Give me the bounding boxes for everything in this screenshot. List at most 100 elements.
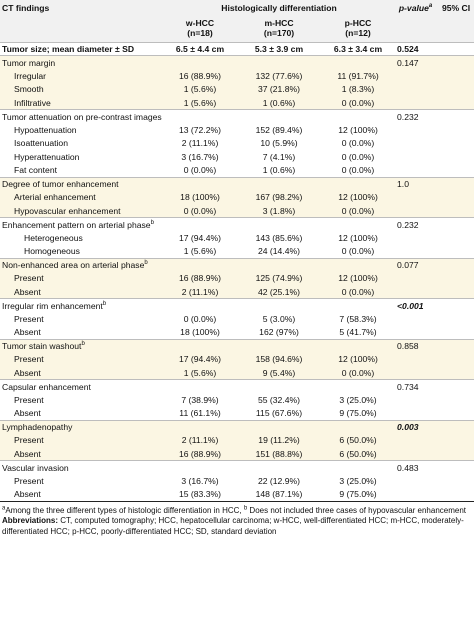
row-label: Homogeneous bbox=[24, 246, 80, 256]
cell-95-ci bbox=[438, 96, 474, 110]
cell-m-hcc bbox=[235, 176, 323, 191]
cell-w-hcc bbox=[165, 338, 235, 353]
cell-w-hcc: 2 (11.1%) bbox=[181, 435, 219, 446]
table-row: Present 16 (88.9%) 125 (74.9%) 12 (100%) bbox=[0, 271, 474, 286]
table-row: Non-enhanced area on arterial phaseb 0.07… bbox=[0, 257, 474, 272]
row-label: Vascular invasion bbox=[0, 460, 165, 474]
cell-w-hcc bbox=[165, 460, 235, 474]
cell-p-hcc bbox=[323, 298, 394, 312]
table-row: Enhancement pattern on arterial phaseb 0.… bbox=[0, 217, 474, 231]
table-row: Infiltrative 1 (5.6%) 1 (0.6%) 0 (0.0%) bbox=[0, 96, 474, 110]
cell-95-ci bbox=[438, 434, 474, 448]
cell-m-hcc: 148 (87.1%) bbox=[235, 487, 323, 502]
row-label: Present bbox=[14, 475, 44, 486]
row-label: Arterial enhancement bbox=[14, 192, 96, 203]
cell-p-value bbox=[393, 191, 438, 205]
cell-95-ci bbox=[438, 137, 474, 151]
table-row: Present 0 (0.0%) 5 (3.0%) 7 (58.3%) bbox=[0, 312, 474, 326]
cell-p-value: 0.232 bbox=[393, 109, 439, 123]
cell-m-hcc: 19 (11.2%) bbox=[258, 435, 300, 446]
cell-95-ci bbox=[438, 487, 474, 502]
cell-w-hcc: 1 (5.6%) bbox=[183, 367, 217, 378]
cell-w-hcc: 1 (5.6%) bbox=[183, 97, 217, 108]
cell-m-hcc: 9 (5.4%) bbox=[262, 367, 296, 378]
cell-w-hcc: 17 (94.4%) bbox=[178, 232, 222, 243]
cell-p-value: 0.077 bbox=[393, 257, 439, 272]
row-label: Fat content bbox=[14, 165, 57, 175]
table-row: Vascular invasion 0.483 bbox=[0, 460, 474, 474]
cell-w-hcc: 16 (88.9%) bbox=[178, 70, 222, 81]
cell-p-value bbox=[393, 487, 439, 502]
cell-w-hcc bbox=[165, 55, 235, 69]
cell-p-value bbox=[393, 474, 438, 488]
cell-m-hcc: 152 (89.4%) bbox=[255, 124, 303, 135]
cell-95-ci bbox=[438, 150, 474, 164]
table-row: Present 2 (11.1%) 19 (11.2%) 6 (50.0%) bbox=[0, 433, 474, 448]
cell-m-hcc bbox=[235, 257, 323, 272]
cell-p-hcc: 6 (50.0%) bbox=[339, 435, 377, 446]
cell-w-hcc bbox=[165, 257, 235, 272]
cell-w-hcc: 18 (100%) bbox=[180, 327, 220, 337]
cell-95-ci bbox=[438, 191, 474, 205]
cell-95-ci bbox=[438, 257, 474, 272]
cell-p-hcc: 3 (25.0%) bbox=[339, 475, 377, 486]
cell-95-ci bbox=[438, 379, 474, 393]
cell-m-hcc: 7 (4.1%) bbox=[262, 151, 296, 162]
cell-p-hcc: 11 (91.7%) bbox=[337, 70, 379, 81]
cell-m-hcc bbox=[235, 55, 323, 69]
cell-p-value bbox=[393, 353, 438, 367]
cell-m-hcc bbox=[235, 379, 323, 393]
table-row: Irregular 16 (88.9%) 132 (77.6%) 11 (91.7%) bbox=[0, 69, 474, 83]
cell-p-value bbox=[393, 434, 438, 448]
cell-p-hcc: 0 (0.0%) bbox=[341, 165, 375, 175]
cell-95-ci bbox=[438, 460, 474, 474]
cell-p-hcc: 3 (25.0%) bbox=[339, 394, 377, 405]
row-label: Tumor stain washoutb bbox=[0, 338, 165, 353]
cell-p-value: 0.734 bbox=[393, 379, 439, 393]
cell-p-value bbox=[393, 366, 438, 380]
table-row: Absent 11 (61.1%) 115 (67.6%) 9 (75.0%) bbox=[0, 407, 474, 421]
table-row: Irregular rim enhancementb <0.001 bbox=[0, 298, 474, 312]
header-95-ci: 95% CI bbox=[441, 2, 471, 13]
cell-95-ci bbox=[438, 393, 474, 407]
cell-p-value: 0.003 bbox=[393, 419, 439, 434]
cell-w-hcc: 3 (16.7%) bbox=[181, 151, 219, 162]
row-label: Present bbox=[14, 313, 44, 324]
row-label: Capsular enhancement bbox=[0, 379, 165, 393]
cell-p-value bbox=[393, 204, 438, 218]
cell-w-hcc: 3 (16.7%) bbox=[181, 475, 219, 486]
cell-m-hcc: 24 (14.4%) bbox=[257, 246, 301, 256]
cell-95-ci bbox=[438, 41, 474, 56]
cell-p-value bbox=[393, 407, 438, 421]
header-ct-findings: CT findings bbox=[2, 2, 50, 13]
row-label: Present bbox=[14, 394, 44, 405]
cell-m-hcc: 125 (74.9%) bbox=[255, 273, 303, 284]
cell-p-hcc: 0 (0.0%) bbox=[341, 97, 375, 108]
table-row: Lymphadenopathy 0.003 bbox=[0, 419, 474, 434]
cell-w-hcc bbox=[165, 298, 235, 312]
header-w-hcc: w-HCC (n=18) bbox=[185, 18, 215, 39]
cell-p-hcc bbox=[323, 55, 394, 69]
cell-p-hcc: 12 (100%) bbox=[338, 354, 378, 365]
cell-p-value bbox=[393, 272, 438, 286]
cell-w-hcc: 6.5 ± 4.4 cm bbox=[165, 41, 235, 56]
cell-w-hcc: 15 (83.3%) bbox=[165, 487, 235, 502]
cell-m-hcc: 167 (98.2%) bbox=[255, 192, 303, 203]
cell-95-ci bbox=[438, 55, 474, 69]
cell-p-hcc bbox=[323, 419, 394, 434]
row-label: Enhancement pattern on arterial phaseb bbox=[0, 217, 165, 231]
row-label: Absent bbox=[0, 487, 165, 502]
cell-m-hcc bbox=[235, 298, 323, 312]
table-footnote: aAmong the three different types of hist… bbox=[0, 502, 474, 538]
cell-p-hcc: 5 (41.7%) bbox=[339, 327, 377, 337]
cell-m-hcc bbox=[235, 338, 323, 353]
cell-m-hcc: 151 (88.8%) bbox=[255, 448, 303, 459]
row-label: Tumor margin bbox=[0, 55, 165, 69]
cell-p-value bbox=[393, 447, 438, 461]
table-row: Heterogeneous 17 (94.4%) 143 (85.6%) 12 (10… bbox=[0, 231, 474, 245]
table-row: Hypovascular enhancement 0 (0.0%) 3 (1.8%)… bbox=[0, 204, 474, 218]
cell-95-ci bbox=[438, 366, 474, 380]
cell-p-hcc: 12 (100%) bbox=[338, 273, 378, 284]
table-row: Absent 1 (5.6%) 9 (5.4%) 0 (0.0%) bbox=[0, 366, 474, 380]
